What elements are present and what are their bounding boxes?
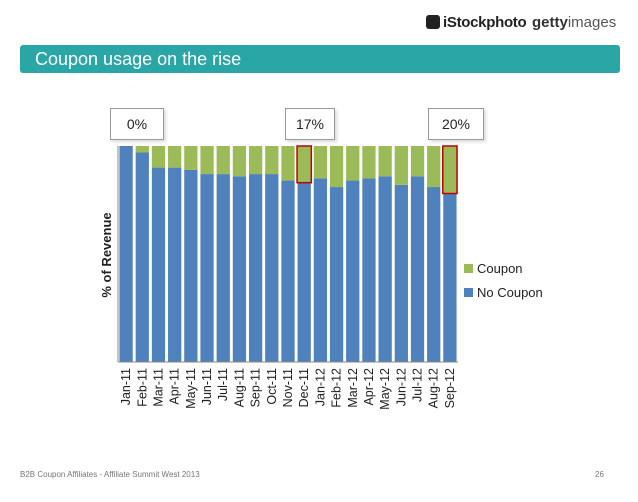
highlight-box bbox=[296, 145, 313, 184]
bar-coupon bbox=[394, 146, 408, 185]
bar-coupon bbox=[427, 146, 441, 188]
bar-no-coupon bbox=[216, 174, 230, 362]
bar-coupon bbox=[135, 146, 149, 153]
istock-mark-icon bbox=[426, 15, 440, 29]
bar-no-coupon bbox=[135, 152, 149, 362]
x-tick-label: Jun-12 bbox=[394, 368, 408, 406]
x-tick-label: Oct-11 bbox=[265, 368, 279, 405]
x-tick-label: Apr-11 bbox=[168, 368, 182, 405]
bar-coupon bbox=[232, 146, 247, 177]
callout-jan-11: 0% bbox=[110, 108, 164, 140]
bar-coupon bbox=[281, 146, 295, 181]
bar-no-coupon bbox=[265, 174, 279, 362]
footer-text: B2B Coupon Affiliates - Affiliate Summit… bbox=[20, 470, 200, 479]
bar-coupon bbox=[362, 146, 376, 179]
bar-no-coupon bbox=[313, 178, 328, 362]
x-tick-label: Jul-12 bbox=[411, 368, 425, 402]
bar-no-coupon bbox=[248, 174, 263, 362]
x-tick-label: Jan-11 bbox=[119, 368, 133, 405]
x-tick-label: Sep-12 bbox=[443, 368, 457, 408]
x-tick-label: May-12 bbox=[378, 368, 392, 410]
bar-no-coupon bbox=[184, 169, 198, 362]
x-tick-label: Feb-12 bbox=[330, 368, 344, 408]
bar-no-coupon bbox=[427, 187, 441, 362]
callout-dec-11: 17% bbox=[285, 108, 335, 140]
legend-label: Coupon bbox=[477, 261, 523, 276]
x-tick-label: Nov-11 bbox=[281, 368, 295, 407]
x-tick-label: Jan-12 bbox=[313, 368, 327, 406]
title-bar: Coupon usage on the rise bbox=[20, 45, 620, 73]
bar-no-coupon bbox=[151, 167, 166, 362]
bar-coupon bbox=[184, 146, 198, 170]
bar-coupon bbox=[297, 146, 311, 183]
bar-coupon bbox=[248, 146, 263, 175]
highlight-box bbox=[442, 145, 458, 195]
bar-no-coupon bbox=[329, 187, 344, 362]
bar-coupon bbox=[346, 146, 360, 181]
x-tick-label: Aug-11 bbox=[232, 368, 246, 407]
x-tick-label: May-11 bbox=[184, 368, 198, 409]
x-tick-label: Dec-11 bbox=[297, 368, 311, 407]
bar-no-coupon bbox=[232, 176, 247, 362]
bar-no-coupon bbox=[410, 176, 425, 362]
bar-coupon bbox=[151, 146, 166, 168]
y-axis-label: % of Revenue bbox=[99, 212, 114, 297]
bar-no-coupon bbox=[443, 193, 457, 362]
bar-no-coupon bbox=[297, 182, 311, 362]
x-tick-label: Mar-12 bbox=[346, 368, 360, 408]
x-tick-label: Apr-12 bbox=[362, 368, 376, 406]
legend-swatch bbox=[464, 288, 473, 297]
page-number: 26 bbox=[595, 470, 604, 479]
bar-coupon bbox=[410, 146, 425, 177]
bar-no-coupon bbox=[119, 146, 133, 362]
x-tick-label: Sep-11 bbox=[249, 368, 263, 407]
gettyimages-logo: gettyimages bbox=[532, 14, 617, 31]
x-tick-label: Mar-11 bbox=[151, 368, 165, 407]
bar-no-coupon bbox=[394, 184, 408, 362]
callout-sep-12: 20% bbox=[428, 108, 484, 140]
bar-coupon bbox=[378, 146, 392, 177]
bar-coupon bbox=[200, 146, 214, 175]
bar-coupon bbox=[443, 146, 457, 194]
bar-no-coupon bbox=[346, 180, 360, 362]
bar-coupon bbox=[329, 146, 344, 188]
bar-no-coupon bbox=[168, 167, 182, 362]
bar-coupon bbox=[168, 146, 182, 168]
legend-swatch bbox=[464, 264, 473, 273]
bar-no-coupon bbox=[362, 178, 376, 362]
istockphoto-logo: iStockphoto bbox=[426, 14, 527, 31]
bar-no-coupon bbox=[281, 180, 295, 362]
x-tick-label: Aug-12 bbox=[427, 368, 441, 408]
x-tick-label: Feb-11 bbox=[135, 368, 149, 407]
bar-coupon bbox=[313, 146, 328, 179]
bar-no-coupon bbox=[200, 174, 214, 362]
bar-coupon bbox=[265, 146, 279, 175]
x-tick-label: Jun-11 bbox=[200, 368, 214, 405]
bar-no-coupon bbox=[378, 176, 392, 362]
bar-coupon bbox=[216, 146, 230, 175]
x-tick-label: Jul-11 bbox=[216, 368, 230, 401]
slide-title: Coupon usage on the rise bbox=[35, 49, 242, 69]
legend-label: No Coupon bbox=[477, 285, 543, 300]
